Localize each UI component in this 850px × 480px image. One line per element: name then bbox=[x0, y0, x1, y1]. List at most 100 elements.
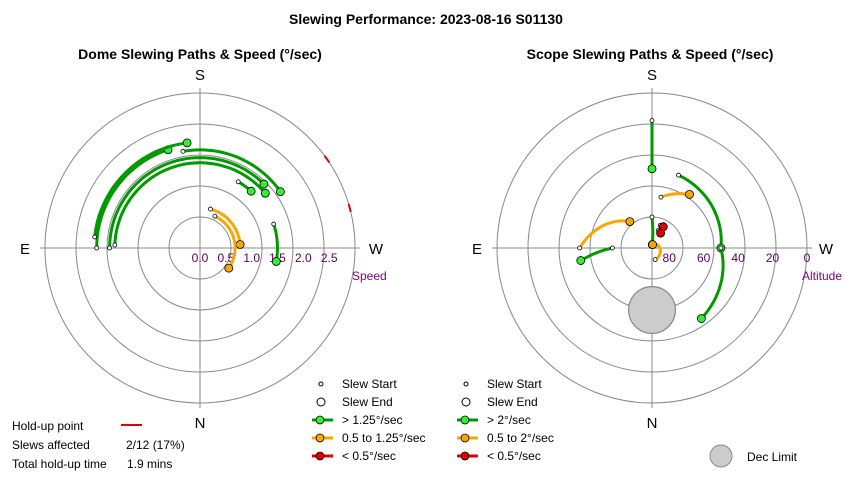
scope-compass-south: S bbox=[647, 67, 657, 84]
holdup-point-label: Hold-up point bbox=[12, 419, 84, 433]
dome-holdup-point bbox=[347, 203, 352, 213]
scope-legend-fast-label: > 2°/sec bbox=[487, 413, 531, 427]
dome-tick-label: 1.0 bbox=[243, 251, 260, 265]
scope-compass-west: W bbox=[819, 241, 834, 258]
dome-slew-end bbox=[235, 240, 245, 249]
dome-slew-start bbox=[92, 234, 98, 240]
dome-legend-end-label: Slew End bbox=[342, 395, 393, 409]
scope-legend-medium-label: 0.5 to 2°/sec bbox=[487, 431, 554, 445]
scope-slew-path-fast bbox=[579, 246, 613, 262]
dome-slew-path-fast bbox=[95, 148, 169, 249]
dome-slew-start bbox=[208, 206, 213, 212]
scope-slew-path-fast bbox=[677, 173, 723, 249]
scope-slew-end bbox=[685, 189, 694, 199]
dec-limit-legend-label: Dec Limit bbox=[747, 450, 798, 464]
dec-limit-legend-swatch bbox=[709, 444, 733, 468]
dome-slew-path-fast bbox=[93, 141, 188, 238]
scope-slew-path-medium bbox=[660, 192, 690, 199]
slews-affected-label: Slews affected bbox=[12, 438, 90, 452]
scope-slew-end bbox=[648, 240, 657, 250]
scope-slew-start bbox=[609, 245, 615, 251]
scope-legend-end-label: Slew End bbox=[487, 395, 538, 409]
dome-compass-south: S bbox=[195, 67, 205, 84]
scope-slew-start bbox=[658, 194, 664, 200]
holdup-summary: Hold-up point Slews affected 2/12 (17%) … bbox=[12, 419, 185, 471]
scope-slew-end bbox=[625, 217, 635, 227]
dome-tick-label: 2.0 bbox=[295, 251, 312, 265]
dome-legend-medium-label: 0.5 to 1.25°/sec bbox=[342, 431, 426, 445]
scope-slew-start bbox=[652, 257, 658, 263]
dome-slew-end bbox=[271, 257, 281, 266]
scope-slew-start bbox=[577, 245, 583, 251]
dome-tick-label: 0.5 bbox=[217, 251, 234, 265]
scope-legend-start-marker bbox=[463, 381, 469, 387]
dome-tick-label: 2.5 bbox=[321, 251, 338, 265]
scope-tick-label: 40 bbox=[731, 251, 745, 265]
scope-slew-start bbox=[649, 118, 655, 123]
dome-slew-start bbox=[271, 221, 277, 227]
dome-slew-end bbox=[246, 186, 256, 196]
scope-legend-medium-marker bbox=[460, 433, 470, 443]
dome-legend-medium-marker bbox=[315, 433, 325, 443]
dome-radial-ticks: 2.52.01.51.00.50.0 bbox=[192, 251, 338, 265]
dome-slew-path-medium bbox=[209, 207, 242, 245]
scope-tick-label: 20 bbox=[766, 251, 780, 265]
total-holdup-value: 1.9 mins bbox=[127, 457, 172, 471]
dome-slew-path-fast bbox=[108, 156, 265, 249]
dome-slew-start bbox=[107, 245, 112, 251]
dome-slew-end bbox=[276, 187, 285, 197]
scope-slew-path-fast bbox=[650, 216, 655, 245]
scope-legend-fast-marker bbox=[460, 415, 470, 425]
scope-slew-start bbox=[718, 245, 724, 251]
scope-slew-start bbox=[649, 214, 655, 220]
scope-slew-path-fast bbox=[700, 247, 725, 320]
dome-legend-slow-label: < 0.5°/sec bbox=[342, 449, 396, 463]
scope-compass-north: N bbox=[647, 415, 658, 432]
dome-slew-start bbox=[94, 245, 100, 251]
dome-slew-start bbox=[180, 148, 186, 154]
dome-legend-fast-marker bbox=[315, 415, 325, 425]
dome-legend-start-marker bbox=[318, 381, 324, 387]
dome-slew-path-fast bbox=[113, 161, 267, 246]
figure-title: Slewing Performance: 2023-08-16 S01130 bbox=[289, 11, 563, 27]
dome-slew-start bbox=[112, 242, 118, 248]
dome-legend-start-label: Slew Start bbox=[342, 377, 397, 391]
dome-slew-start bbox=[212, 213, 218, 219]
scope-tick-label: 80 bbox=[663, 251, 677, 265]
dome-compass-north: N bbox=[195, 415, 206, 432]
scope-legend-start-label: Slew Start bbox=[487, 377, 542, 391]
scope-legend-slow-label: < 0.5°/sec bbox=[487, 449, 541, 463]
scope-panel-title: Scope Slewing Paths & Speed (°/sec) bbox=[527, 46, 774, 62]
dome-axis-label: Speed bbox=[352, 269, 387, 283]
scope-legend-end-marker bbox=[461, 397, 471, 407]
dome-legend-slow-marker bbox=[315, 451, 325, 461]
dome-slew-start bbox=[235, 179, 241, 185]
scope-slew-end bbox=[656, 228, 666, 238]
dome-slew-path-medium bbox=[214, 214, 237, 269]
dome-legend-fast-label: > 1.25°/sec bbox=[342, 413, 403, 427]
dome-holdup-point bbox=[323, 155, 331, 164]
scope-axis-label: Altitude bbox=[802, 269, 842, 283]
scope-radial-ticks: 80 60 40 20 0 bbox=[663, 251, 811, 265]
dome-panel: Dome Slewing Paths & Speed (°/sec) S N E… bbox=[20, 46, 387, 432]
dome-compass-west: W bbox=[369, 241, 384, 258]
dome-tick-label: 0.0 bbox=[192, 251, 209, 265]
scope-legend: Slew Start Slew End > 2°/sec 0.5 to 2°/s… bbox=[457, 377, 798, 468]
dome-slew-path-fast bbox=[182, 148, 282, 193]
scope-slew-paths bbox=[576, 118, 726, 323]
dome-slew-end bbox=[259, 179, 269, 189]
dome-slew-end bbox=[260, 188, 270, 198]
scope-slew-start bbox=[676, 172, 681, 178]
scope-slew-end bbox=[696, 314, 706, 323]
dome-slew-path-fast bbox=[272, 223, 280, 262]
scope-legend-slow-marker bbox=[460, 451, 470, 461]
scope-compass-east: E bbox=[472, 241, 482, 258]
total-holdup-label: Total hold-up time bbox=[12, 457, 107, 471]
scope-slew-end bbox=[647, 164, 657, 174]
dome-slew-paths bbox=[92, 138, 352, 273]
scope-panel: Scope Slewing Paths & Speed (°/sec) S N … bbox=[472, 46, 842, 432]
dome-legend-end-marker bbox=[316, 397, 326, 407]
dome-panel-title: Dome Slewing Paths & Speed (°/sec) bbox=[78, 46, 322, 62]
scope-slew-end bbox=[576, 256, 586, 265]
